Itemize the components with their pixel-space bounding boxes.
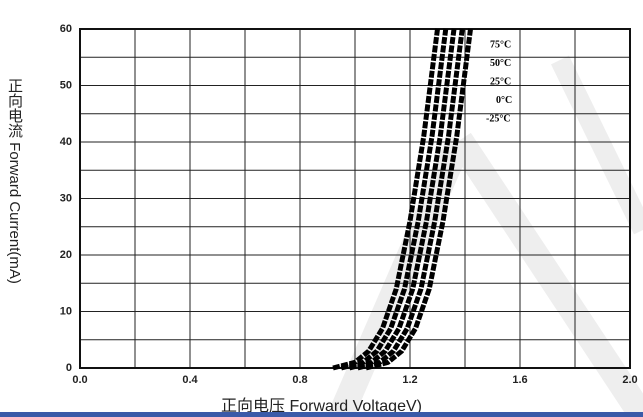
y-tick-label: 20 [60,249,72,261]
x-tick-label: 0.4 [182,374,198,386]
x-tick-label: 0.8 [292,374,307,386]
series-line [365,28,473,371]
y-tick-label: 30 [60,192,72,204]
legend-label: 50°C [490,58,511,69]
y-tick-label: 50 [60,79,72,91]
x-tick-label: 2.0 [622,374,637,386]
series-line [348,28,457,371]
x-tick-label: 1.2 [402,374,417,386]
legend-label: 75°C [490,39,511,50]
x-tick-label: 0.0 [72,374,87,386]
series-line [340,28,449,371]
y-tick-label: 0 [66,362,72,374]
legend-label: 0°C [496,95,512,106]
x-tick-label: 1.6 [512,374,527,386]
y-axis-label: 正向电流 Forward Current(mA) [6,78,23,284]
legend-label: 25°C [490,76,511,87]
y-tick-label: 40 [60,136,72,148]
y-tick-label: 10 [60,305,72,317]
legend-label: -25°C [486,113,511,124]
x-axis-label: 正向电压 Forward VoltageV) [221,398,422,415]
y-tick-label: 60 [60,23,72,35]
series-line [332,28,440,371]
series-line [357,28,465,371]
footer-bar [0,412,643,417]
